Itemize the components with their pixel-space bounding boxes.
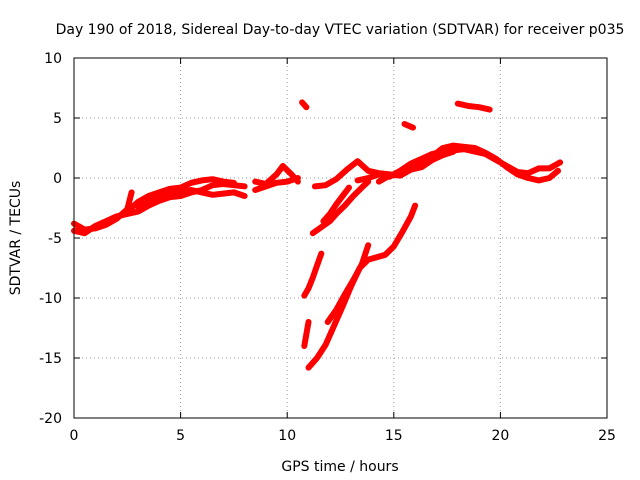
series-track-18 (324, 242, 372, 325)
series-track-7 (299, 99, 310, 111)
series-track-14 (454, 100, 493, 113)
series-track-6 (252, 175, 301, 193)
x-tick-label: 25 (598, 428, 616, 444)
data-layer (71, 99, 564, 371)
y-tick-label: 5 (53, 111, 62, 127)
tick-layer: 0 5 10 15 20 25 -20 -15 -10 -5 0 5 10 (39, 51, 616, 444)
y-tick-label: -15 (39, 351, 62, 367)
x-tick-label: 15 (385, 428, 403, 444)
series-track-10 (375, 148, 457, 185)
plot-frame (73, 57, 608, 419)
y-tick-label: 0 (53, 171, 62, 187)
x-tick-label: 20 (491, 428, 509, 444)
series-track-5 (252, 163, 301, 187)
x-tick-label: 10 (278, 428, 296, 444)
series-track-11 (309, 178, 372, 237)
y-tick-label: -5 (48, 231, 62, 247)
series-track-3 (124, 176, 237, 215)
series-track-2 (71, 181, 248, 237)
y-tick-label: -10 (39, 291, 62, 307)
y-tick-label: 10 (44, 51, 62, 67)
series-track-4 (135, 187, 248, 210)
series-track-15 (301, 250, 325, 299)
x-axis-label: GPS time / hours (281, 459, 398, 475)
series-track-17 (305, 202, 419, 371)
grid-layer (74, 58, 607, 418)
y-axis-label: SDTVAR / TECUs (8, 181, 24, 296)
series-track-12 (320, 184, 352, 225)
x-tick-label: 0 (70, 428, 79, 444)
x-tick-label: 5 (176, 428, 185, 444)
series-track-13 (401, 121, 416, 131)
y-tick-label: -20 (39, 411, 62, 427)
chart-title: Day 190 of 2018, Sidereal Day-to-day VTE… (56, 22, 625, 38)
series-track-16 (301, 319, 312, 349)
